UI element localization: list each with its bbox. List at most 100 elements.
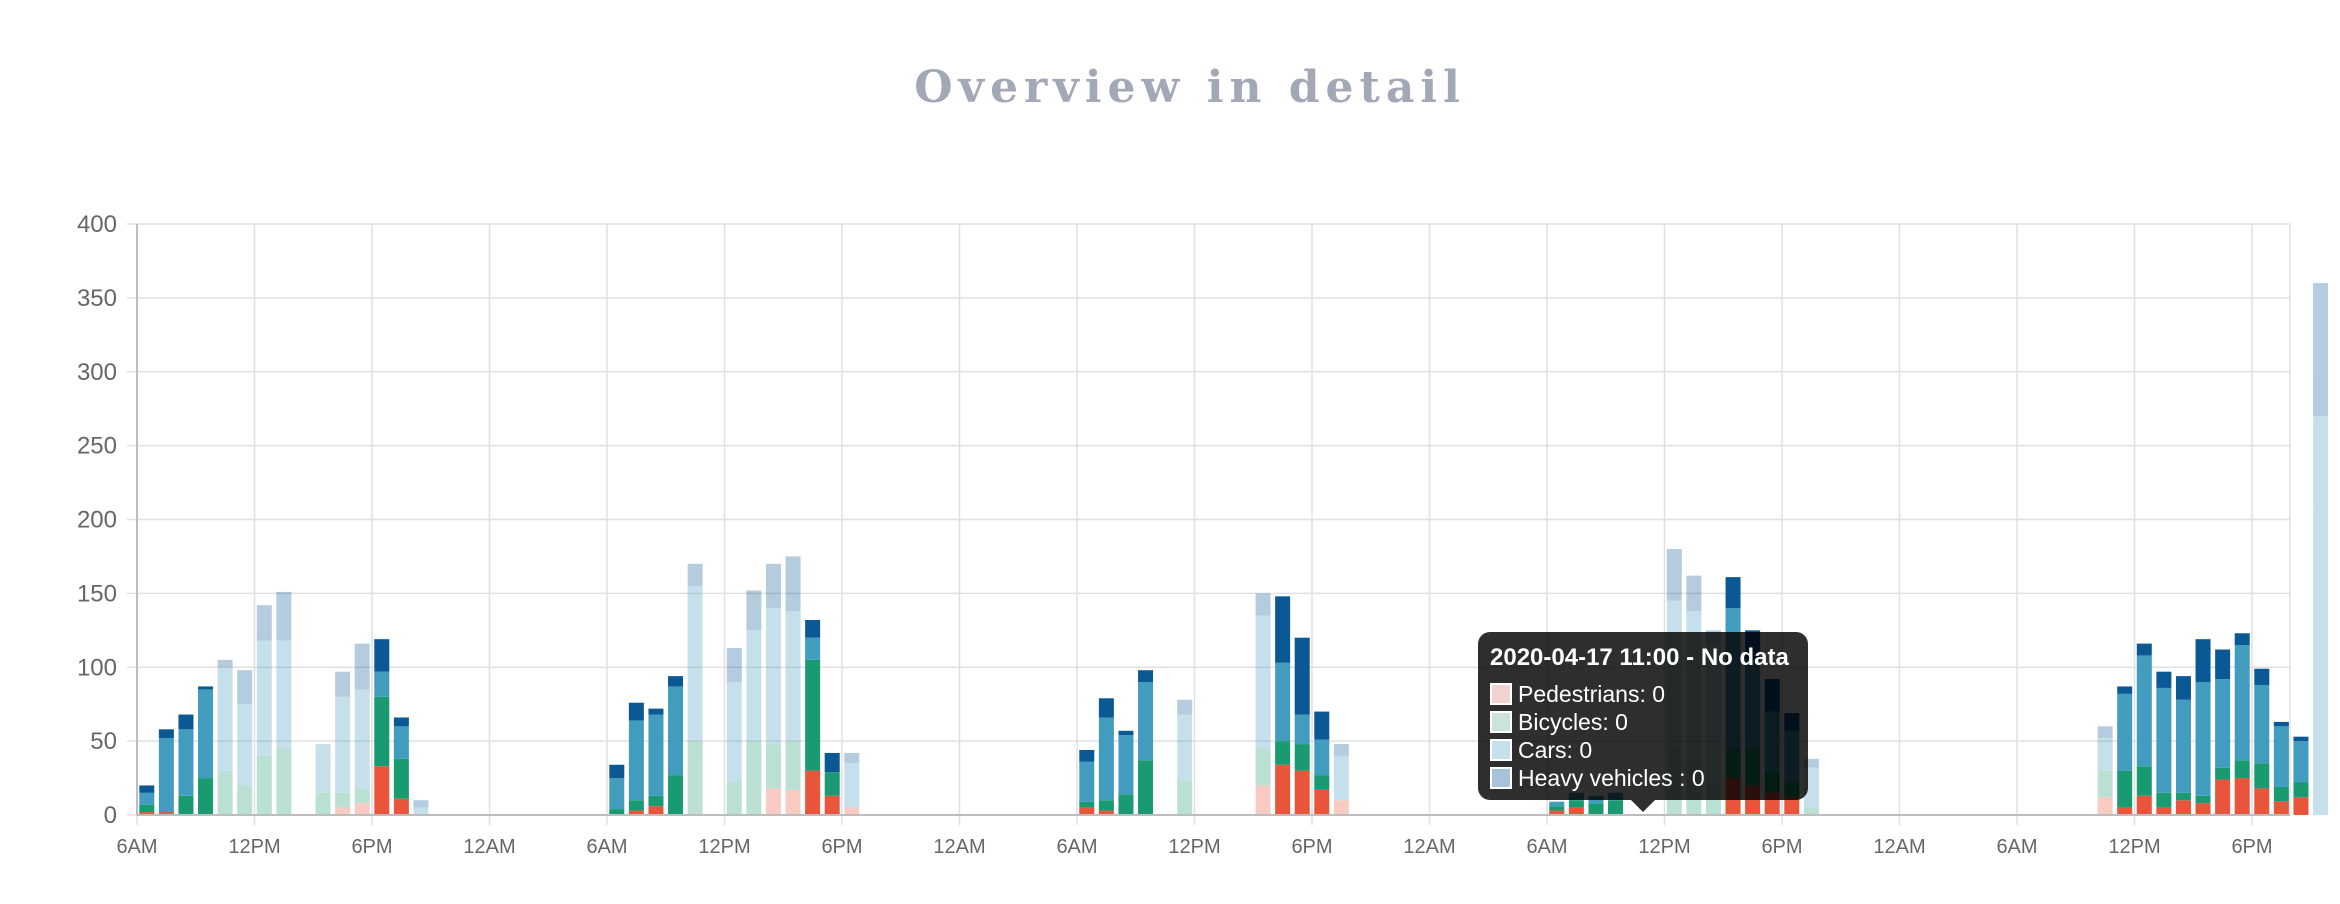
bicycles-segment — [2175, 792, 2191, 801]
bar-stack[interactable] — [139, 785, 155, 815]
cars-segment — [2097, 738, 2113, 771]
axes: 0 50 100 150 200 250 300 350 400 6AM 12PM 6PM 12AM 6A… — [77, 211, 2290, 858]
y-tick-label: 150 — [77, 580, 117, 607]
heavy-vehicles-segment — [256, 605, 272, 641]
bar-stack[interactable] — [198, 686, 214, 815]
bicycles-segment — [2254, 763, 2270, 789]
bars — [139, 283, 2329, 815]
heavy-vehicles-segment — [374, 639, 390, 672]
pedestrians-segment — [765, 788, 781, 815]
tooltip-row-cars: Cars: 0 — [1490, 736, 1796, 764]
cars-segment — [139, 792, 155, 805]
heavy-vehicles-segment — [178, 714, 194, 730]
heavy-vehicles-segment — [726, 648, 742, 683]
bar-stack[interactable] — [1177, 699, 1193, 815]
x-tick-label: 12AM — [1403, 836, 1455, 858]
bicycles-segment — [1294, 744, 1310, 771]
heavy-vehicles-segment — [2313, 283, 2329, 417]
bar-stack[interactable] — [1549, 801, 1565, 815]
bar-stack[interactable] — [2195, 639, 2211, 815]
tooltip-title: 2020-04-17 11:00 - No data — [1490, 644, 1789, 671]
bar-stack[interactable] — [413, 800, 429, 815]
bar-stack[interactable] — [628, 702, 644, 815]
bar-stack[interactable] — [2136, 643, 2152, 815]
pedestrians-segment — [824, 795, 840, 815]
bar-stack[interactable] — [374, 639, 390, 815]
bar-stack[interactable] — [2097, 726, 2113, 815]
cars-swatch — [1490, 739, 1512, 761]
bar-stack[interactable] — [1138, 670, 1154, 815]
bar-stack[interactable] — [178, 714, 194, 815]
bar-stack[interactable] — [785, 556, 801, 815]
bar-stack[interactable] — [1294, 637, 1310, 815]
heavy-vehicles-segment — [2215, 649, 2231, 680]
bar-stack[interactable] — [2293, 736, 2309, 815]
heavy-vehicles-segment — [1079, 749, 1095, 762]
bar-stack[interactable] — [1079, 749, 1095, 815]
bar-stack[interactable] — [393, 717, 409, 815]
tooltip-cars-label: Cars: 0 — [1518, 737, 1593, 763]
bar-stack[interactable] — [726, 648, 742, 815]
bar-stack[interactable] — [648, 708, 664, 815]
bar-stack[interactable] — [2234, 633, 2250, 815]
pedestrians-segment — [374, 766, 390, 815]
x-tick-label: 12AM — [933, 836, 985, 858]
bar-stack[interactable] — [237, 670, 253, 815]
pedestrians-segment — [805, 770, 821, 815]
bicycles-segment — [1803, 807, 1819, 815]
bar-stack[interactable] — [335, 671, 351, 815]
bar-stack[interactable] — [256, 605, 272, 815]
pedestrians-segment — [1079, 807, 1095, 815]
bar-stack[interactable] — [1275, 596, 1291, 815]
bar-stack[interactable] — [1098, 698, 1114, 815]
bar-stack[interactable] — [1314, 711, 1330, 815]
bar-stack[interactable] — [1255, 593, 1271, 815]
heavy-vehicles-segment — [648, 708, 664, 715]
bar-stack[interactable] — [276, 591, 292, 815]
bar-stack[interactable] — [1118, 730, 1134, 815]
tooltip-row-pedestrians: Pedestrians: 0 — [1490, 680, 1796, 708]
bicycles-segment — [217, 770, 233, 815]
tooltip-pedestrians-label: Pedestrians: 0 — [1518, 681, 1666, 707]
heavy-vehicles-segment — [1294, 637, 1310, 715]
heavy-vehicles-segment — [158, 729, 174, 739]
bicycles-segment — [785, 741, 801, 790]
heavy-vehicles-segment — [668, 676, 684, 687]
heavy-vehicles-segment — [2136, 643, 2152, 656]
heavy-vehicles-segment — [1686, 575, 1702, 612]
bar-stack[interactable] — [609, 764, 625, 815]
pedestrians-segment — [2215, 779, 2231, 815]
bar-stack[interactable] — [158, 729, 174, 815]
bar-stack[interactable] — [687, 563, 703, 815]
x-tick-label: 6AM — [586, 836, 627, 858]
bar-stack[interactable] — [844, 752, 860, 815]
bar-stack[interactable] — [2254, 668, 2270, 815]
bar-stack[interactable] — [217, 659, 233, 815]
bar-stack[interactable] — [2117, 686, 2133, 815]
tooltip-heavy-vehicles-label: Heavy vehicles : 0 — [1518, 765, 1705, 791]
bar-stack[interactable] — [2156, 671, 2172, 815]
bar-stack[interactable] — [805, 619, 821, 815]
y-tick-label: 200 — [77, 507, 117, 534]
tooltip-bicycles-label: Bicycles: 0 — [1518, 709, 1628, 735]
bar-stack[interactable] — [2175, 676, 2191, 815]
cars-segment — [393, 726, 409, 759]
bar-stack[interactable] — [2313, 283, 2329, 815]
heavy-vehicles-segment — [1118, 730, 1134, 736]
bicycles-segment — [2097, 770, 2113, 798]
bar-stack[interactable] — [354, 643, 370, 815]
bicycles-swatch — [1490, 711, 1512, 733]
bar-stack[interactable] — [668, 676, 684, 815]
bar-stack[interactable] — [824, 752, 840, 815]
bar-stack[interactable] — [2273, 721, 2289, 815]
pedestrians-segment — [1314, 789, 1330, 815]
x-tick-label: 6AM — [1526, 836, 1567, 858]
bicycles-segment — [393, 758, 409, 799]
bar-stack[interactable] — [1333, 744, 1349, 815]
bar-stack[interactable] — [765, 563, 781, 815]
x-tick-label: 6PM — [1291, 836, 1332, 858]
pedestrians-segment — [1784, 797, 1800, 815]
bar-stack[interactable] — [315, 744, 331, 815]
bar-stack[interactable] — [2215, 649, 2231, 815]
bar-stack[interactable] — [746, 590, 762, 815]
